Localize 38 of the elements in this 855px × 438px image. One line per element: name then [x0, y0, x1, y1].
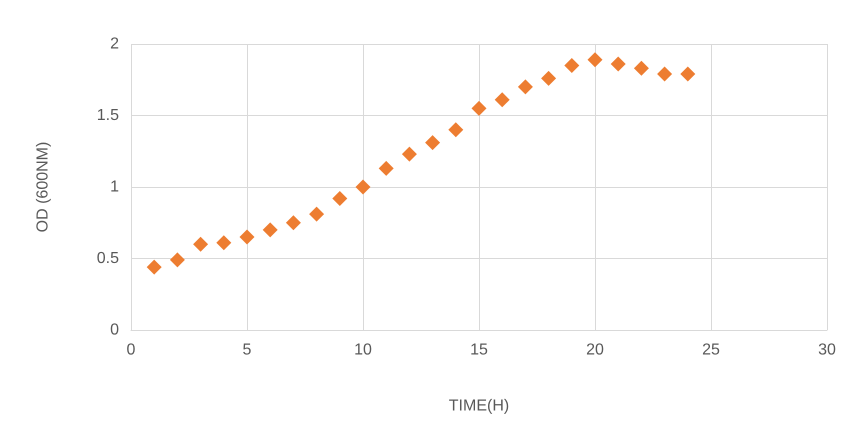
point [216, 235, 232, 250]
point [657, 66, 672, 82]
point [286, 215, 301, 230]
y-tick-label: 1.5 [96, 107, 120, 124]
x-tick-label: 20 [586, 342, 604, 358]
x-axis-title: TIME(H) [448, 398, 510, 414]
point [332, 190, 348, 206]
x-tick-label: 10 [354, 342, 372, 358]
point [564, 58, 580, 73]
point [146, 260, 162, 275]
point [680, 66, 696, 82]
x-tick-label: 0 [126, 342, 136, 358]
point [378, 160, 394, 176]
point [425, 135, 440, 150]
point [402, 146, 417, 162]
y-axis-title: OD (600NM) [34, 142, 52, 232]
x-tick-label: 15 [470, 342, 488, 358]
x-tick-label: 5 [242, 342, 252, 358]
y-tick-label: 1 [110, 178, 120, 196]
point [170, 252, 185, 268]
point [309, 206, 324, 222]
x-tick-label: 25 [702, 342, 720, 358]
point [262, 222, 278, 238]
point [356, 180, 370, 194]
point [240, 230, 254, 245]
point [588, 52, 602, 68]
point [472, 100, 486, 116]
point [193, 236, 208, 252]
point [518, 79, 533, 94]
x-tick-label: 30 [818, 342, 836, 358]
y-tick-label: 0.5 [96, 250, 120, 267]
y-tick-label: 2 [110, 36, 120, 52]
y-tick-label: 0 [110, 322, 120, 338]
point [610, 56, 626, 72]
point [541, 70, 556, 86]
point [634, 60, 649, 76]
point [448, 122, 464, 138]
point [494, 92, 510, 108]
